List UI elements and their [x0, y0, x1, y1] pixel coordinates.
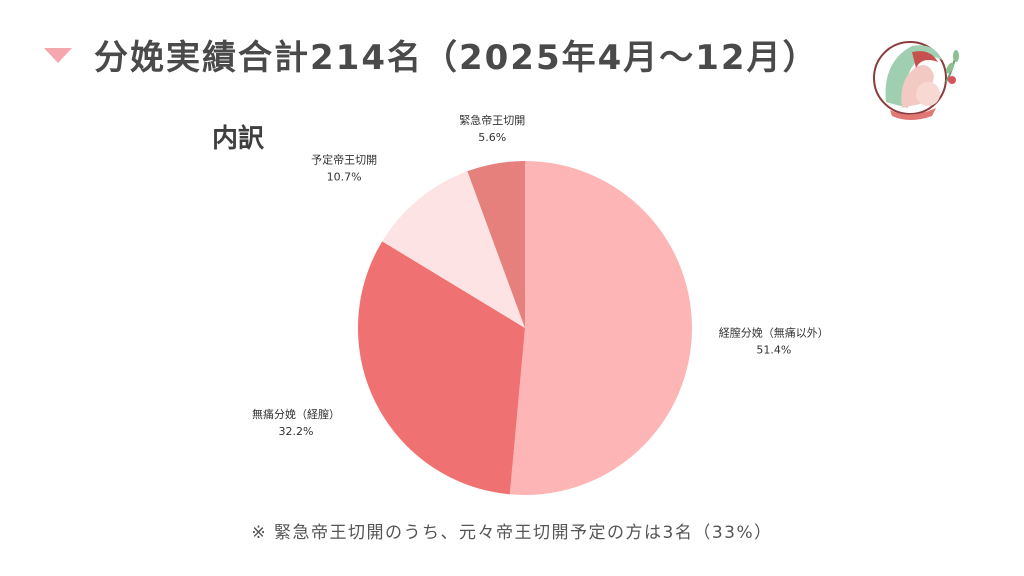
page-title: 分娩実績合計214名（2025年4月～12月） — [94, 38, 819, 78]
down-triangle-icon — [44, 48, 72, 63]
footnote: ※ 緊急帝王切開のうち、元々帝王切開予定の方は3名（33%） — [251, 523, 773, 543]
pie-slice — [509, 161, 693, 495]
slice-label: 緊急帝王切開 — [459, 113, 525, 127]
slice-value-label: 51.4% — [756, 344, 791, 357]
mother-and-baby-logo — [873, 41, 959, 120]
slice-label: 無痛分娩（経膣） — [252, 407, 340, 421]
pie-slice — [382, 171, 525, 328]
slice-label: 予定帝王切開 — [311, 153, 377, 167]
section-subtitle: 内訳 — [212, 124, 265, 154]
pie-slice — [467, 161, 525, 328]
slice-value-label: 10.7% — [327, 171, 362, 184]
pie-slice — [357, 241, 525, 495]
slice-value-label: 32.2% — [279, 425, 314, 438]
slice-value-label: 5.6% — [478, 131, 506, 144]
slice-label: 経膣分娩（無痛以外） — [719, 326, 829, 340]
